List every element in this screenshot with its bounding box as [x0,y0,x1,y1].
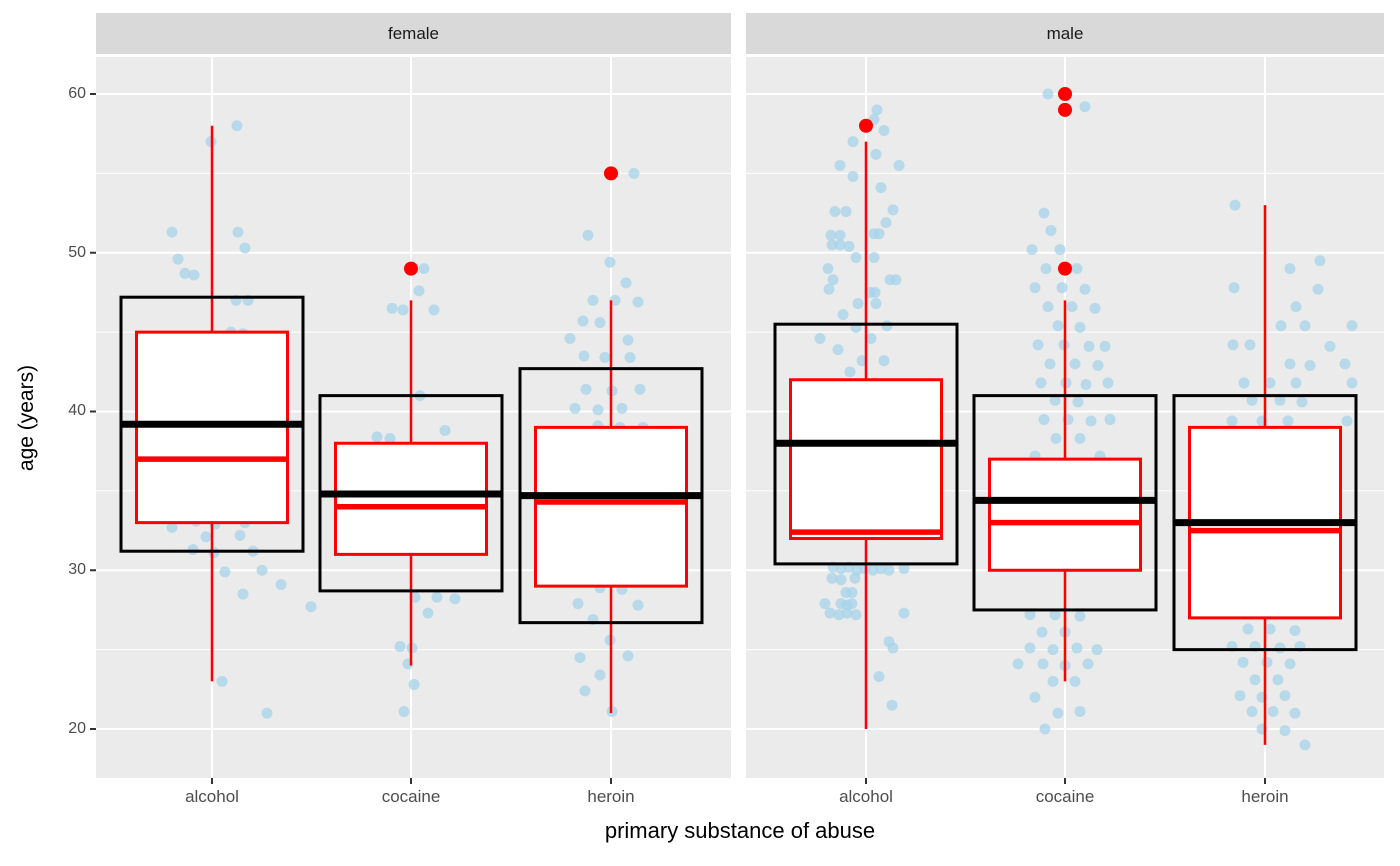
facet-strip-label: female [387,23,440,43]
x-tick-label: heroin [587,787,635,806]
x-tick-label: cocaine [381,787,441,806]
x-tick-label: heroin [1241,787,1289,806]
facet-strip-label: male [1046,23,1084,43]
facet-strip-female: female [96,13,731,54]
y-tick-label-40: 40 [68,402,86,419]
y-tick-label-60: 60 [68,85,86,102]
x-tick-label: cocaine [1035,787,1095,806]
y-tick-label-50: 50 [68,244,86,261]
y-axis-title: age (years) [15,364,38,472]
x-tick-label: alcohol [185,787,239,806]
y-tick-label-30: 30 [68,561,86,578]
x-axis-title: primary substance of abuse [604,818,876,843]
facet-strip-male: male [746,13,1384,54]
x-tick-label: alcohol [839,787,893,806]
y-tick-label-20: 20 [68,720,86,737]
